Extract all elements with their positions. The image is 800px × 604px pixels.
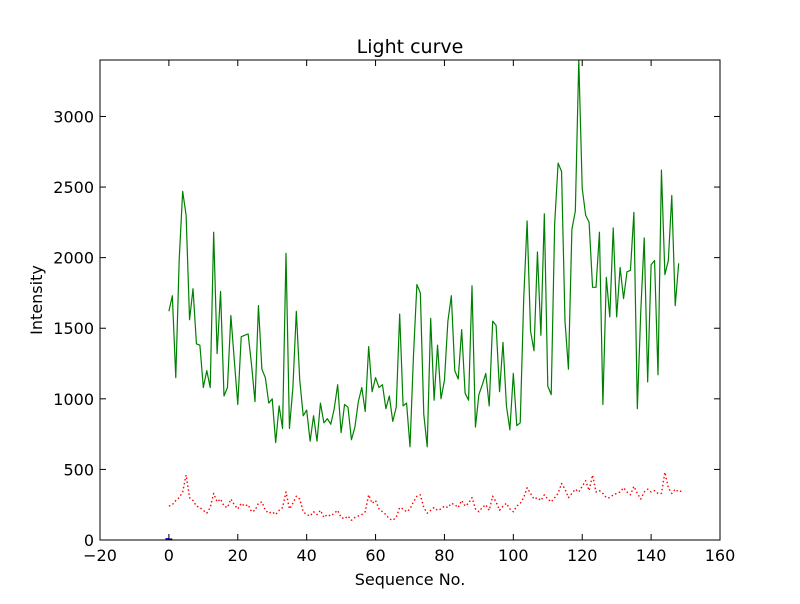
plot-area: −20 0 20 40 60 80 100 120 140 1600500100015002000… <box>53 59 736 565</box>
x-tick-label-5: 80 <box>434 546 454 565</box>
x-axis-label: Sequence No. <box>355 570 466 589</box>
y-tick-label-0: 0 <box>84 531 94 550</box>
y-axis-label: Intensity <box>27 265 46 335</box>
y-tick-label-5: 2500 <box>53 178 94 197</box>
x-tick-label-7: 120 <box>567 546 598 565</box>
x-tick-label-4: 60 <box>365 546 385 565</box>
x-tick-label-9: 160 <box>705 546 736 565</box>
series-line-1 <box>168 471 683 521</box>
plot-frame <box>99 59 721 541</box>
x-tick-label-1: 0 <box>164 546 174 565</box>
y-tick-label-3: 1500 <box>53 319 94 338</box>
x-tick-label-2: 20 <box>228 546 248 565</box>
chart-title: Light curve <box>357 36 464 58</box>
x-tick-label-0: −20 <box>83 546 117 565</box>
series-line-0 <box>168 60 680 448</box>
y-tick-label-4: 2000 <box>53 249 94 268</box>
x-tick-label-6: 100 <box>498 546 529 565</box>
y-tick-label-1: 500 <box>63 460 94 479</box>
y-tick-label-2: 1000 <box>53 390 94 409</box>
y-tick-label-6: 3000 <box>53 107 94 126</box>
x-tick-label-3: 40 <box>296 546 316 565</box>
x-tick-label-8: 140 <box>636 546 667 565</box>
